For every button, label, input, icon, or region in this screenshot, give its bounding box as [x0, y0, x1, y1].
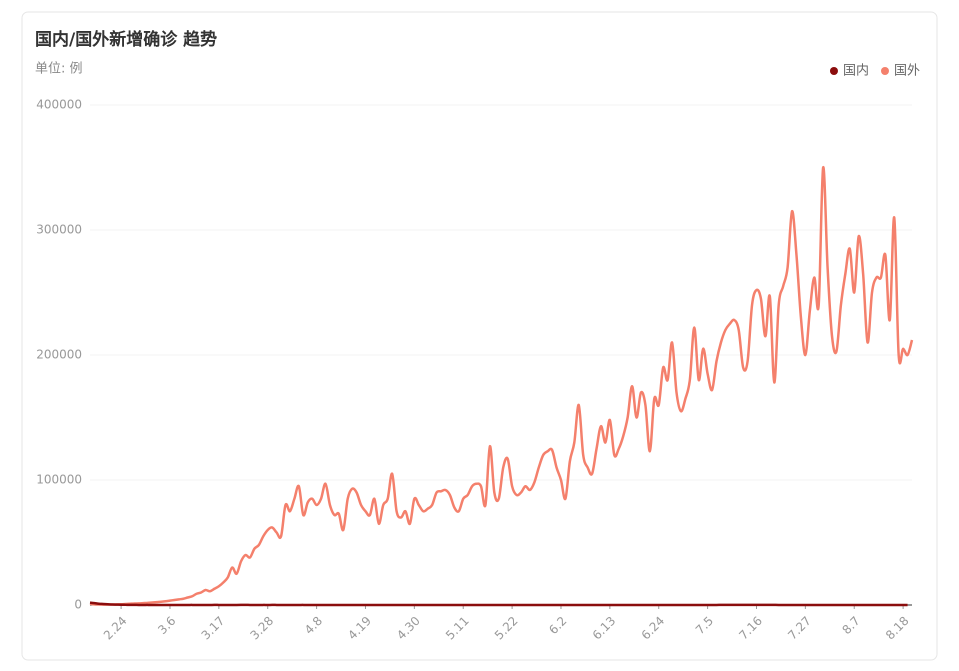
- card: [21, 11, 938, 661]
- legend-marker: [829, 67, 838, 75]
- y-tick-label: 0: [74, 598, 82, 612]
- chart-subtitle: 单位: 例: [35, 62, 83, 77]
- series-line: [89, 601, 908, 607]
- y-tick-label: 400000: [36, 98, 82, 112]
- series-line: [89, 166, 914, 606]
- y-tick-label: 100000: [36, 473, 82, 487]
- legend-marker: [880, 67, 889, 75]
- legend-label: 国外: [894, 64, 920, 79]
- y-tick-label: 300000: [36, 223, 82, 237]
- legend-label: 国内: [843, 63, 869, 79]
- chart-title: 国内/国外新增确诊 趋势: [35, 29, 217, 50]
- y-tick-label: 200000: [36, 348, 82, 362]
